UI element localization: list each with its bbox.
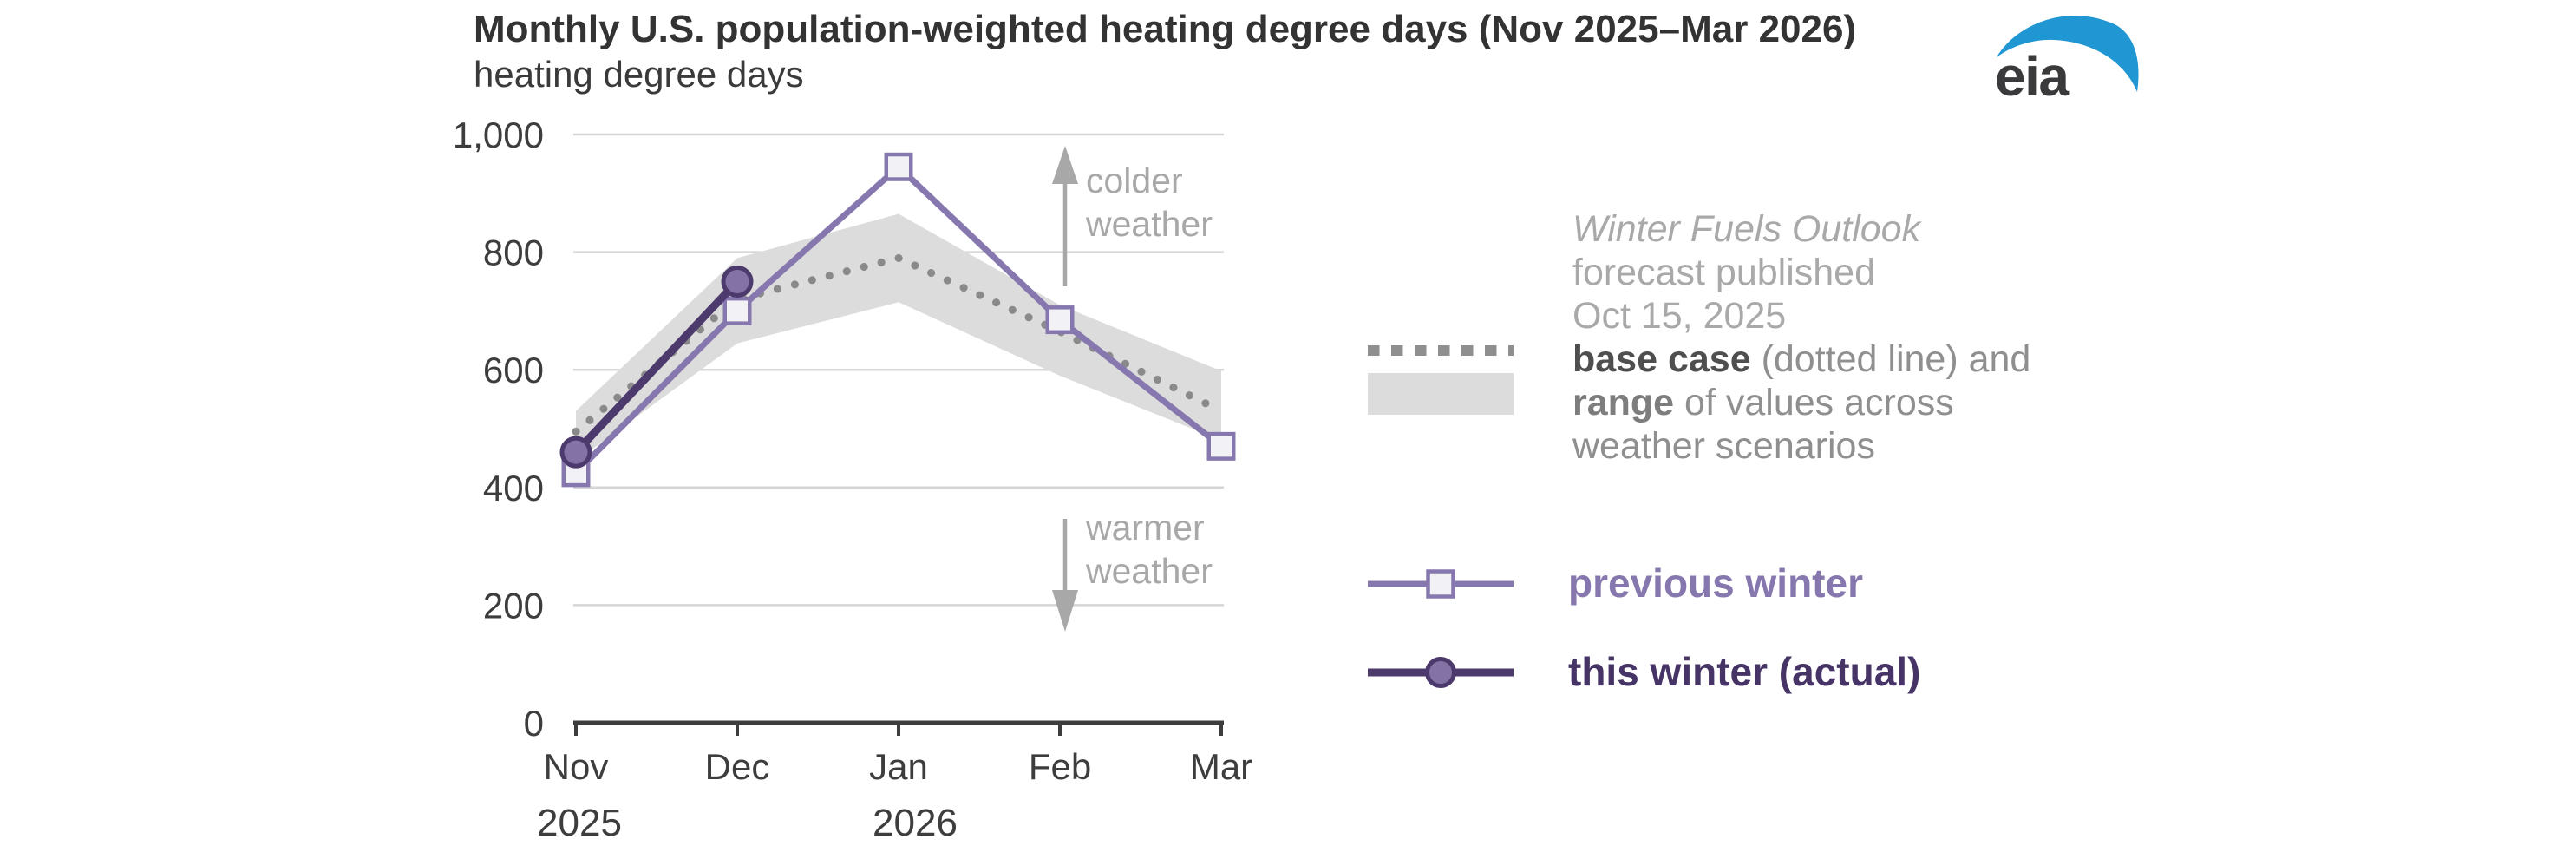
previous-winter-marker-icon xyxy=(1426,569,1455,599)
colder-arrowhead-icon xyxy=(1052,146,1078,184)
base-case-rest-text: (dotted line) and xyxy=(1751,338,2031,380)
eia-logo: eia xyxy=(1995,16,2139,108)
y-axis-tick-label: 0 xyxy=(524,703,544,744)
range-bold-text: range xyxy=(1572,382,1674,423)
warmer-weather-label-line2: weather xyxy=(1085,551,1213,591)
forecast-source-title: Winter Fuels Outlook xyxy=(1572,208,1923,250)
page-title: Monthly U.S. population-weighted heating… xyxy=(474,8,1856,50)
range-note-line: range of values across xyxy=(1572,382,1954,423)
forecast-note-line2: forecast published xyxy=(1572,252,1875,293)
y-axis-tick-label: 1,000 xyxy=(453,115,544,155)
range-swatch-icon xyxy=(1368,373,1514,415)
colder-weather-label-line2: weather xyxy=(1085,204,1213,244)
range-band xyxy=(576,213,1221,462)
previous-winter-marker xyxy=(722,296,752,325)
previous-winter-marker xyxy=(1206,431,1236,461)
month-label: Dec xyxy=(705,746,770,787)
this-winter-marker xyxy=(721,266,754,298)
warmer-weather-annotation: warmer weather xyxy=(1052,508,1213,632)
y-axis-tick-label: 800 xyxy=(483,233,544,273)
forecast-note-line6: weather scenarios xyxy=(1572,425,1875,467)
previous-winter-marker xyxy=(884,152,913,181)
legend-label-this-winter: this winter (actual) xyxy=(1568,649,1920,694)
range-rest-text: of values across xyxy=(1674,382,1954,423)
eia-logo-text: eia xyxy=(1995,45,2069,108)
chart-legend: previous winter this winter (actual) xyxy=(1368,561,1920,694)
forecast-note-date: Oct 15, 2025 xyxy=(1572,295,1786,337)
this-winter-marker-icon xyxy=(1425,657,1456,688)
forecast-note: Winter Fuels Outlook forecast published … xyxy=(1368,208,2030,467)
chart-y-unit-subtitle: heating degree days xyxy=(474,54,804,95)
colder-weather-annotation: colder weather xyxy=(1052,146,1213,286)
year-label: 2026 xyxy=(873,802,958,844)
year-label: 2025 xyxy=(537,802,622,844)
month-label: Feb xyxy=(1029,746,1091,787)
colder-weather-label-line1: colder xyxy=(1086,161,1183,200)
y-axis-tick-label: 400 xyxy=(483,468,544,508)
legend-item-this-winter: this winter (actual) xyxy=(1368,649,1920,694)
previous-winter-marker xyxy=(1045,305,1075,335)
warmer-weather-label-line1: warmer xyxy=(1085,508,1205,548)
legend-item-previous-winter: previous winter xyxy=(1368,561,1863,606)
eia-logo-swoosh-icon xyxy=(1997,16,2139,92)
base-case-note-line: base case (dotted line) and xyxy=(1572,338,2030,380)
month-label: Mar xyxy=(1190,746,1252,787)
month-label: Nov xyxy=(544,746,609,787)
chart-plot-area: 0 200 400 600 800 1,000 Nov Dec Jan Feb Mar 2025 202… xyxy=(453,115,1252,844)
y-axis-tick-label: 200 xyxy=(483,585,544,626)
this-winter-line xyxy=(572,279,741,456)
y-axis-tick-label: 600 xyxy=(483,350,544,390)
month-label: Jan xyxy=(869,746,928,787)
this-winter-marker xyxy=(559,436,592,469)
legend-label-previous-winter: previous winter xyxy=(1568,561,1863,606)
warmer-arrowhead-icon xyxy=(1052,590,1078,632)
base-case-bold-text: base case xyxy=(1572,338,1751,380)
